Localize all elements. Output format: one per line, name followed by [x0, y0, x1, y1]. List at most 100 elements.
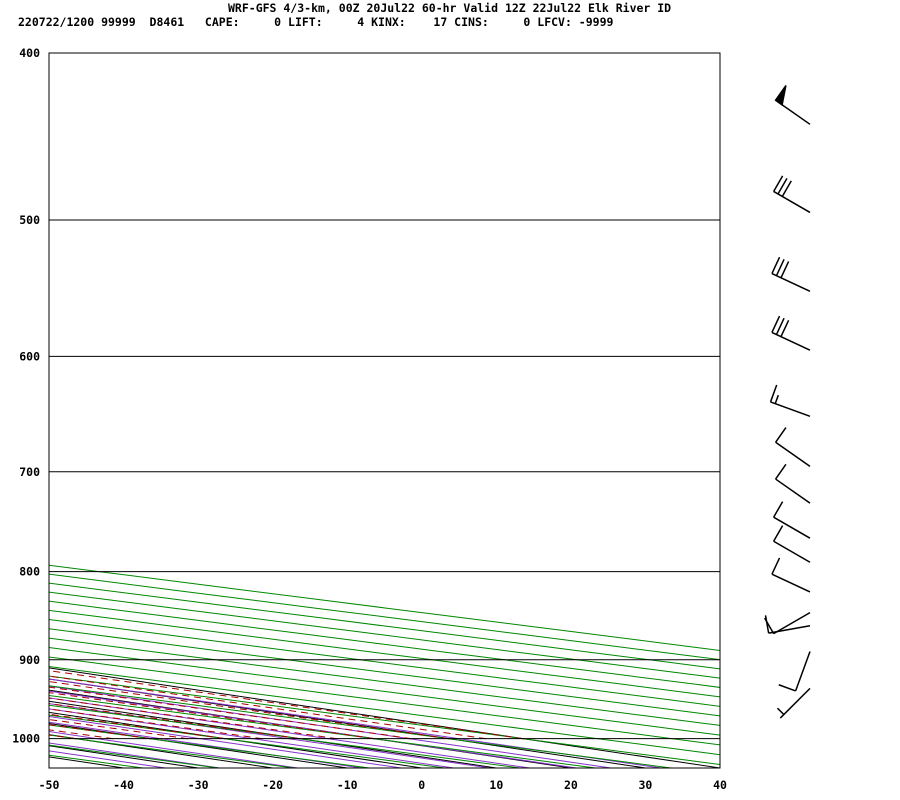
wind-barb-feather	[781, 180, 792, 197]
isotherm-line	[49, 689, 571, 768]
dry-adiabat-line	[49, 591, 720, 679]
grid-lines	[49, 52, 720, 740]
wind-barb	[774, 427, 811, 468]
background-lines	[0, 53, 720, 768]
y-tick-label: 400	[19, 46, 40, 60]
mixing-ratio-line	[49, 678, 662, 768]
y-tick-label: 900	[19, 653, 40, 667]
dry-adiabat-line	[49, 564, 720, 651]
moist-adiabat-line	[49, 713, 226, 740]
wind-barb-staff	[773, 540, 811, 563]
wind-barb	[776, 687, 811, 719]
x-axis-tick-labels: -50 -40 -30 -20 -10 0 10 20 30 40	[39, 778, 727, 792]
moist-adiabat-line	[49, 724, 151, 740]
wind-barb	[769, 384, 811, 418]
x-tick-label: 0	[418, 778, 425, 792]
wind-barb-feather	[775, 259, 785, 276]
dry-adiabat-line	[49, 675, 720, 766]
moist-adiabat-line	[0, 53, 2, 739]
moist-adiabat-line	[49, 681, 449, 740]
sounding-indices: 220722/1200 99999 D8461 CAPE: 0 LIFT: 4 …	[18, 15, 614, 29]
dry-adiabat-line	[49, 600, 720, 688]
mixing-ratio-line	[49, 703, 490, 768]
x-tick-label: -10	[337, 778, 358, 792]
dry-adiabat-line	[49, 628, 720, 717]
dry-adiabat-line	[49, 656, 720, 746]
wind-barb-staff	[773, 516, 811, 539]
wind-barb-staff	[779, 687, 811, 719]
wind-barb-half-feather	[774, 394, 780, 404]
x-tick-label: 10	[489, 778, 503, 792]
wind-barb-feather	[775, 317, 785, 335]
x-tick-label: 30	[639, 778, 653, 792]
wind-barb-staff	[771, 331, 811, 351]
wind-barb	[772, 501, 811, 539]
wind-barb	[772, 175, 811, 214]
wind-barb-staff	[771, 573, 811, 593]
dry-adiabat-line	[49, 573, 720, 661]
mixing-ratio-line	[49, 708, 454, 768]
wind-barb-feather	[771, 256, 781, 274]
wind-barb	[774, 85, 811, 125]
wind-barb-staff	[775, 478, 811, 504]
moist-adiabat-line	[49, 697, 338, 740]
moist-adiabat-line	[49, 708, 263, 740]
chart-title: WRF-GFS 4/3-km, 00Z 20Jul22 60-hr Valid …	[228, 1, 672, 15]
moist-adiabat-line	[49, 703, 300, 740]
wind-barb-feather	[771, 315, 781, 333]
wind-barb-feather	[778, 684, 796, 692]
y-tick-label: 1000	[12, 732, 40, 746]
x-tick-label: -50	[39, 778, 60, 792]
y-tick-label: 500	[19, 213, 40, 227]
isotherm-line	[49, 667, 720, 768]
moist-adiabat-line	[49, 729, 114, 740]
x-tick-label: 40	[713, 778, 727, 792]
y-tick-label: 600	[19, 349, 40, 363]
mixing-ratio-line	[49, 715, 402, 768]
wind-barb-feather	[772, 175, 784, 192]
dry-adiabat-line	[49, 582, 720, 670]
wind-barb	[764, 615, 811, 634]
wind-barb	[771, 256, 811, 292]
wind-barb-staff	[775, 441, 811, 468]
wind-barb	[778, 651, 811, 692]
wind-barb	[771, 315, 811, 351]
dry-adiabat-line	[49, 685, 671, 768]
dry-adiabat-line	[49, 724, 370, 768]
wind-barb	[771, 557, 811, 593]
moist-adiabat-line	[49, 670, 524, 740]
y-tick-label: 800	[19, 565, 40, 579]
wind-barb	[774, 463, 811, 504]
wind-barb-feather	[772, 525, 784, 542]
isotherm-line	[49, 678, 646, 768]
wind-barb-staff	[794, 651, 811, 692]
wind-barb-staff	[773, 190, 811, 214]
wind-barb-feather	[771, 557, 781, 575]
wind-barb-feather	[772, 501, 784, 518]
x-tick-label: 20	[564, 778, 578, 792]
wind-barb-feather	[780, 261, 790, 279]
dry-adiabat-line	[49, 637, 720, 726]
plot-frame	[48, 52, 721, 769]
mixing-ratio-line	[49, 685, 612, 768]
dry-adiabat-line	[49, 647, 720, 736]
isotherm-line	[49, 734, 273, 768]
x-tick-label: -30	[188, 778, 209, 792]
wind-barb-feather	[764, 615, 770, 634]
moist-adiabat-line	[49, 686, 412, 740]
wind-barb-feather	[777, 177, 788, 195]
wind-barb-staff	[771, 272, 811, 292]
moist-adiabat-line	[49, 719, 188, 740]
x-tick-label: -40	[113, 778, 134, 792]
wind-barb-feather	[774, 463, 787, 480]
moist-adiabat-line	[49, 734, 77, 740]
mixing-ratio-line	[49, 721, 362, 768]
mixing-ratio-line	[49, 690, 577, 768]
dry-adiabat-line	[49, 609, 720, 698]
wind-barb-feather	[774, 427, 787, 443]
wind-barb-pennant	[774, 85, 787, 107]
wind-barb-column	[763, 85, 811, 719]
y-axis-tick-labels: 400 500 600 700 800 900 1000	[12, 46, 40, 746]
moist-adiabat-line	[0, 53, 39, 739]
